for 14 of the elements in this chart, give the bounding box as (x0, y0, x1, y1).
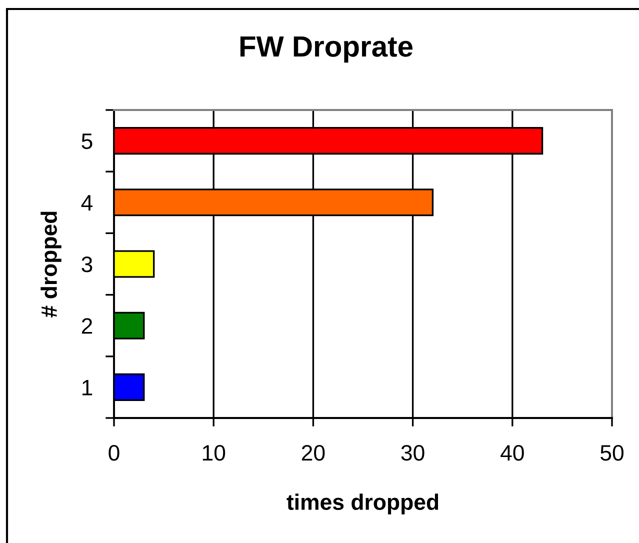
y-axis-title: # dropped (40, 212, 62, 318)
chart-title: FW Droprate (240, 36, 413, 63)
x-axis-title: times dropped (286, 494, 438, 514)
y-tick-label: 4 (81, 195, 93, 210)
x-tick-label: 10 (202, 444, 226, 461)
x-tick-label: 20 (302, 444, 325, 461)
y-tick-label: 5 (82, 134, 92, 150)
x-tick-label: 40 (500, 444, 524, 461)
y-tick-label: 3 (82, 256, 92, 272)
x-tick-label: 50 (600, 444, 624, 461)
x-tick-label: 30 (401, 444, 424, 461)
y-tick-label: 2 (82, 318, 92, 334)
y-tick-label: 1 (82, 380, 92, 396)
x-tick-label: 0 (108, 444, 120, 461)
